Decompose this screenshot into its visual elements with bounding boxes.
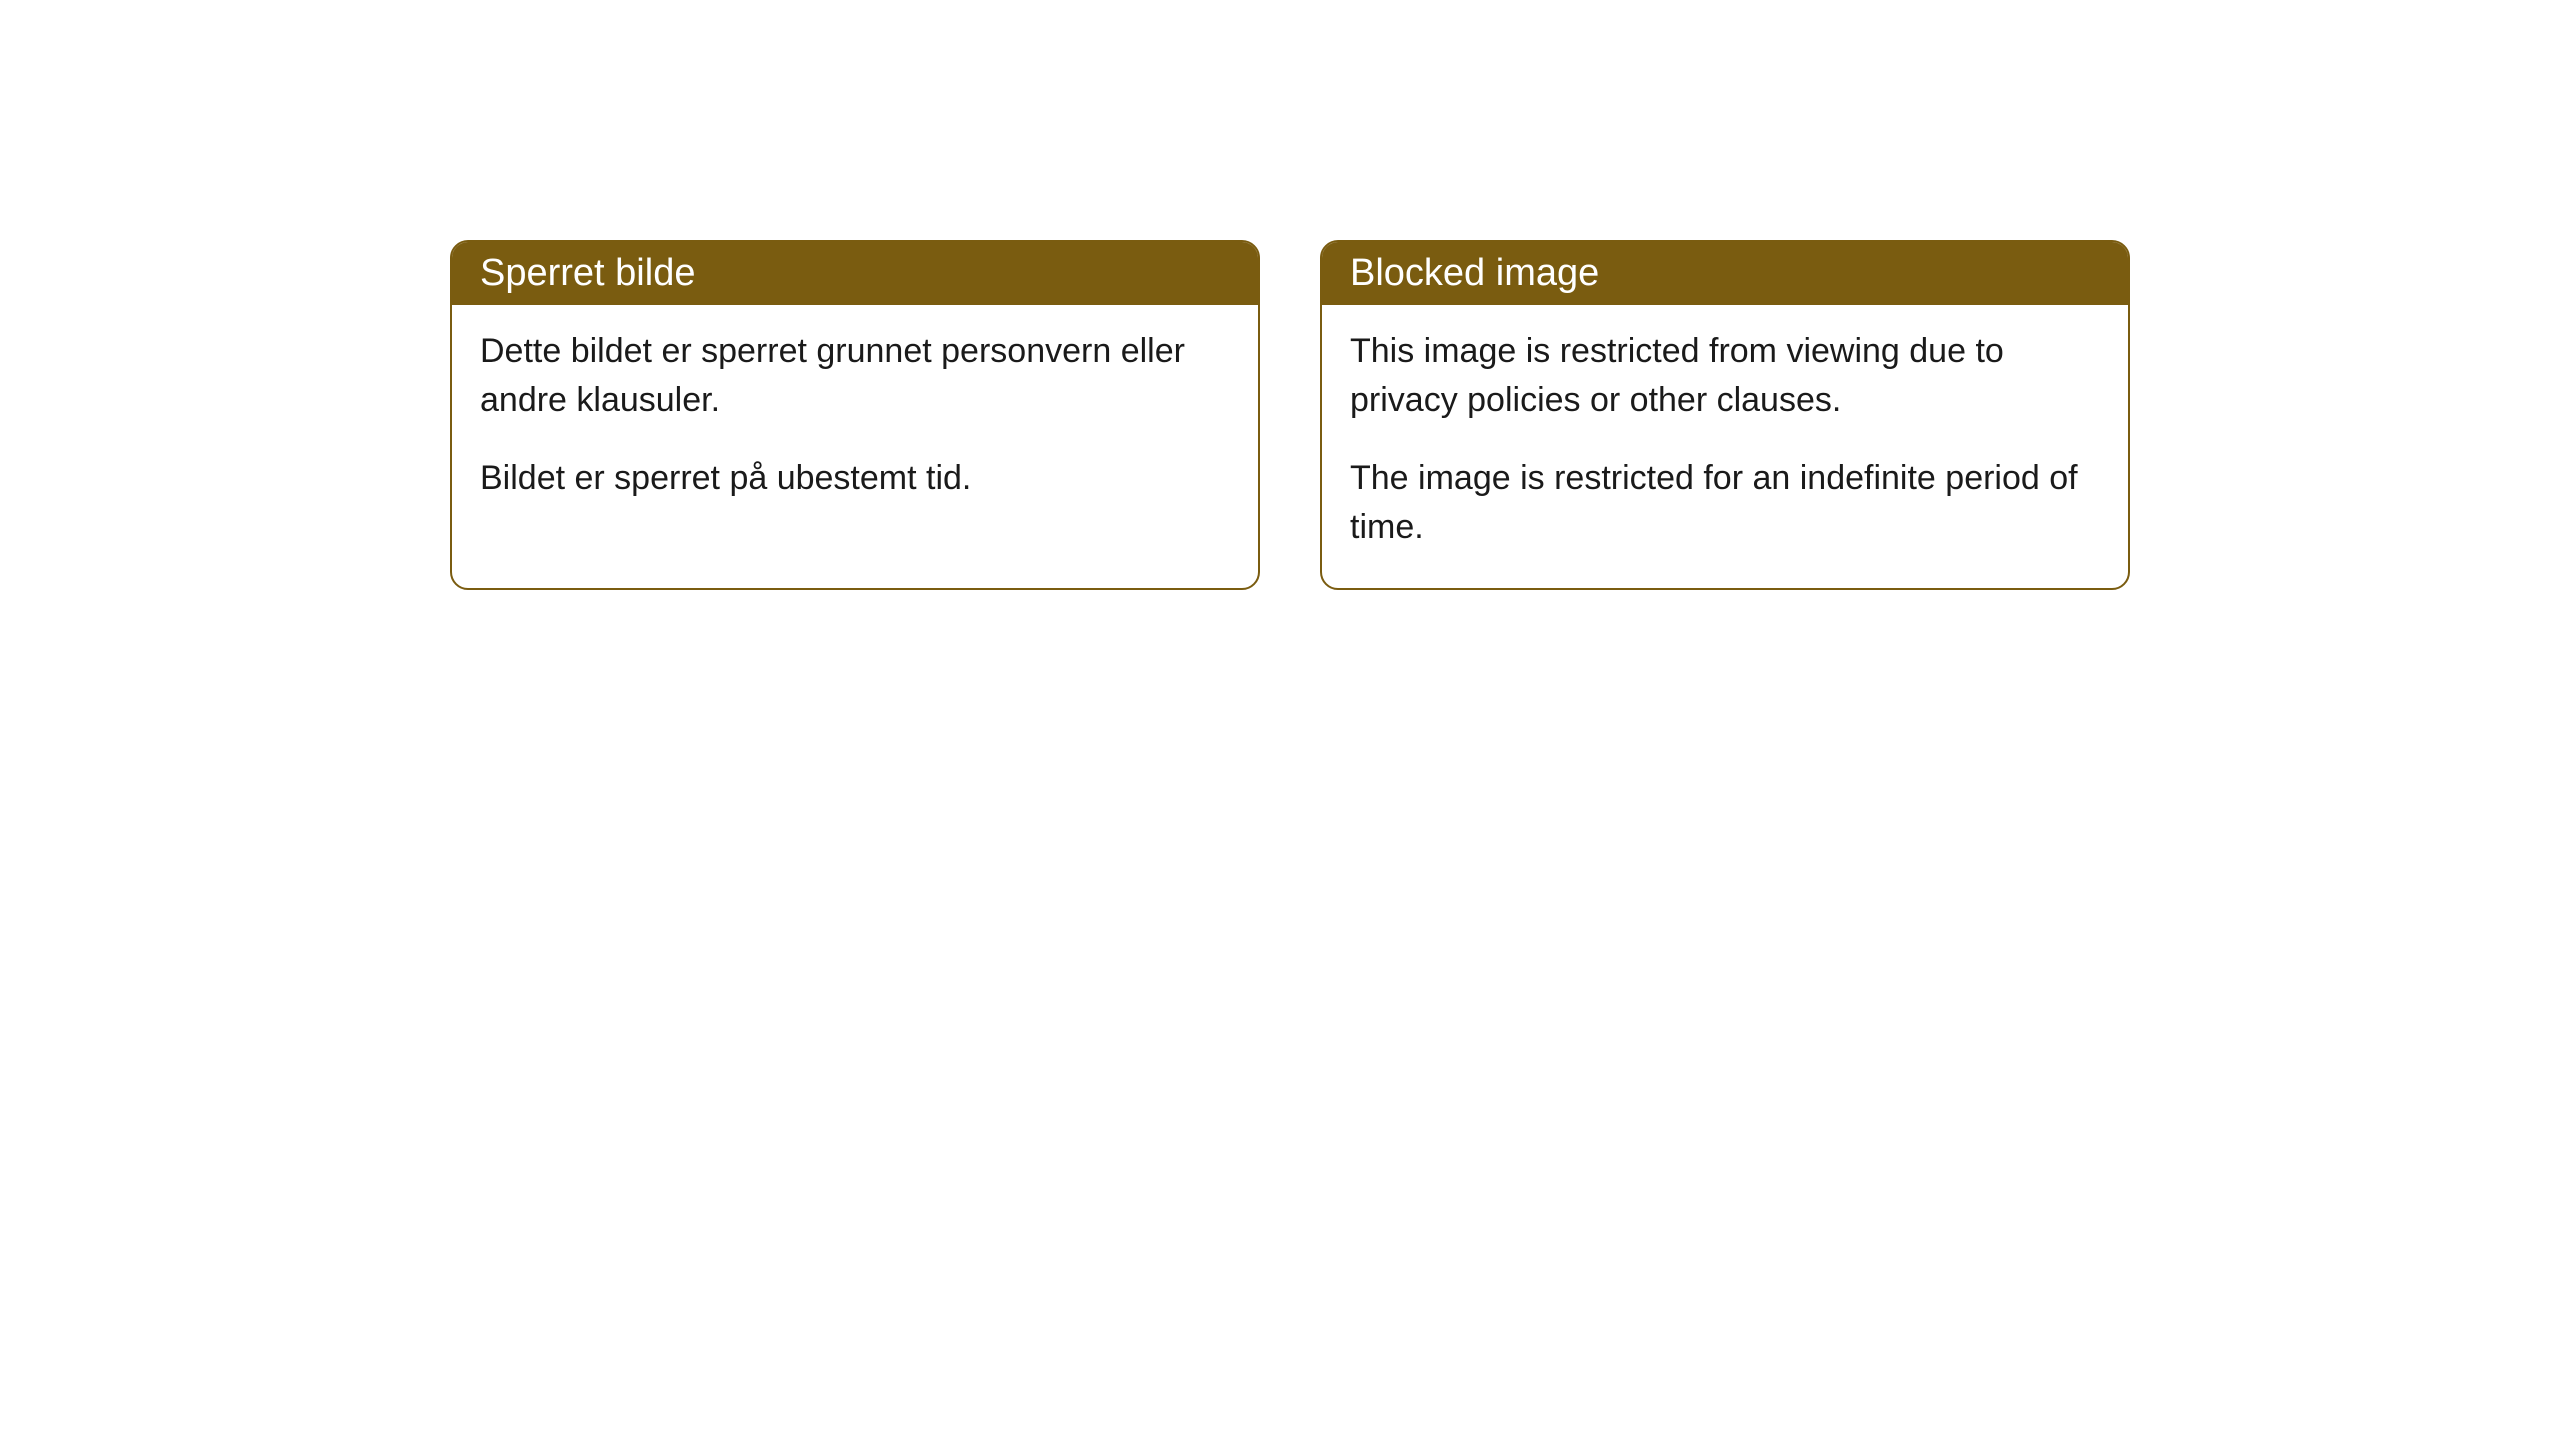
notice-paragraph: This image is restricted from viewing du…: [1350, 327, 2100, 426]
notice-body: This image is restricted from viewing du…: [1322, 305, 2128, 588]
notice-card-norwegian: Sperret bilde Dette bildet er sperret gr…: [450, 240, 1260, 590]
notice-header: Blocked image: [1322, 242, 2128, 305]
notice-paragraph: The image is restricted for an indefinit…: [1350, 454, 2100, 553]
notice-body: Dette bildet er sperret grunnet personve…: [452, 305, 1258, 539]
notice-container: Sperret bilde Dette bildet er sperret gr…: [450, 240, 2130, 590]
notice-paragraph: Bildet er sperret på ubestemt tid.: [480, 454, 1230, 503]
notice-header: Sperret bilde: [452, 242, 1258, 305]
notice-title: Blocked image: [1350, 252, 1599, 294]
notice-card-english: Blocked image This image is restricted f…: [1320, 240, 2130, 590]
notice-paragraph: Dette bildet er sperret grunnet personve…: [480, 327, 1230, 426]
notice-title: Sperret bilde: [480, 252, 695, 294]
